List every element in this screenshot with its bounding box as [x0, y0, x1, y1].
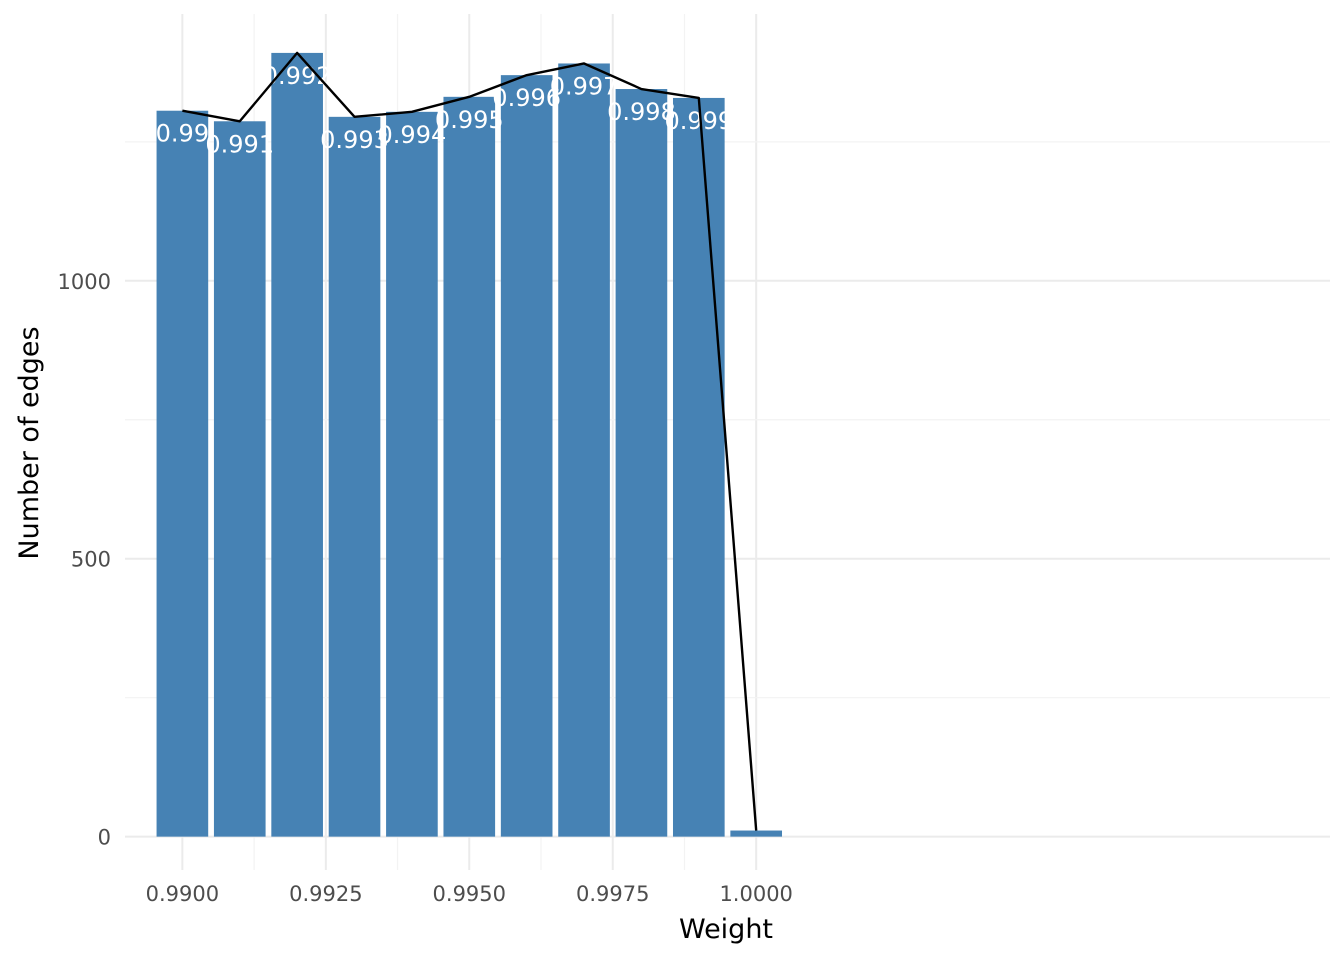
bar — [328, 116, 381, 837]
bar-value-label: 0.992 — [263, 62, 332, 90]
y-tick-labels: 0 500 1000 — [58, 270, 111, 850]
y-axis-title: Number of edges — [14, 326, 45, 559]
bar — [213, 121, 266, 837]
bar-value-label: 0.993 — [320, 126, 389, 154]
bar-labels: 0.990.991 0.992 0.9930.9940.9950.9960.9970… — [156, 62, 734, 158]
bar-value-label: 0.995 — [435, 106, 504, 134]
x-tick-labels: 0.9900 0.9925 0.9950 0.9975 1.0000 — [146, 882, 793, 906]
bar — [271, 52, 323, 837]
bar — [615, 89, 668, 837]
x-tick-label: 0.9950 — [433, 882, 506, 906]
x-tick-label: 0.9975 — [576, 882, 649, 906]
bar-value-label: 0.997 — [550, 72, 619, 100]
bar — [730, 830, 783, 837]
bar-value-label: 0.996 — [492, 84, 561, 112]
bar — [443, 96, 496, 837]
bar-value-label: 0.994 — [378, 121, 447, 149]
bar-value-label: 0.991 — [205, 130, 274, 158]
y-tick-label: 1000 — [58, 270, 111, 294]
bar — [156, 110, 209, 837]
x-tick-label: 0.9900 — [146, 882, 219, 906]
x-tick-label: 1.0000 — [719, 882, 792, 906]
overlay-line — [182, 51, 758, 831]
y-tick-label: 500 — [71, 548, 111, 572]
x-axis-title: Weight — [679, 914, 773, 945]
bar-value-label: 0.998 — [607, 98, 676, 126]
bars — [156, 52, 783, 837]
x-tick-label: 0.9925 — [289, 882, 362, 906]
y-tick-label: 0 — [98, 826, 111, 850]
overlay-line-path — [182, 51, 758, 831]
bar — [672, 97, 725, 837]
bar — [500, 75, 553, 837]
bar — [558, 63, 610, 837]
bar — [386, 111, 438, 837]
bar-value-label: 0.99 — [156, 120, 209, 148]
